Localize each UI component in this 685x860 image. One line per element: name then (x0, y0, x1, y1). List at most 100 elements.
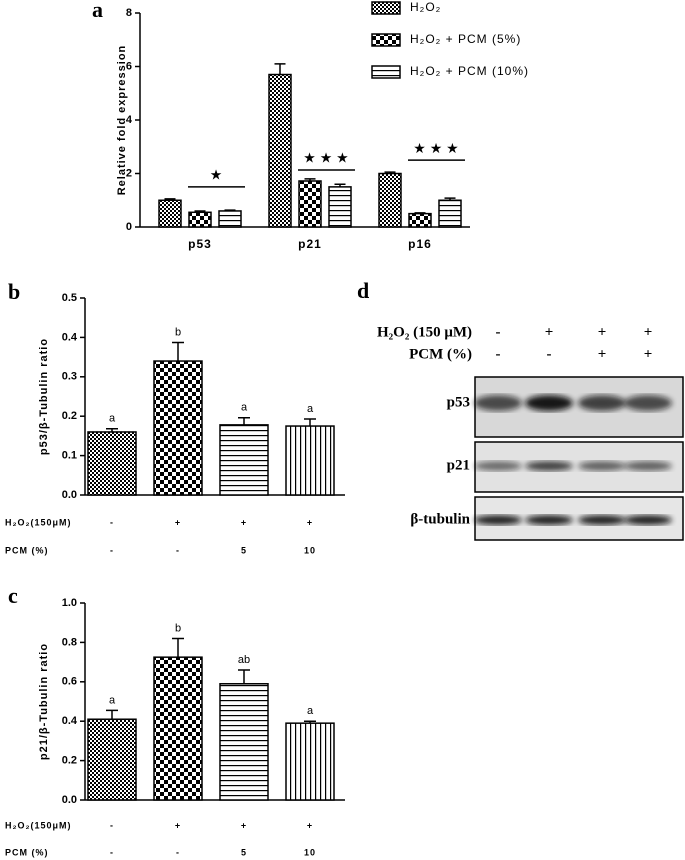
bar (285, 722, 335, 801)
y-axis-label: Relative fold expression (116, 45, 128, 196)
y-axis-label: p53/β-Tubulin ratio (38, 338, 50, 455)
x-table-cell: + (175, 820, 181, 830)
bar (438, 199, 462, 228)
blot-band (578, 461, 626, 471)
bar (153, 360, 203, 496)
error-bar (444, 197, 456, 201)
blot-band (624, 515, 672, 525)
bar (153, 656, 203, 801)
x-table-cell: + (241, 820, 247, 830)
blot-header-cell: + (598, 346, 607, 362)
error-bar (238, 669, 250, 684)
error-bar (224, 209, 236, 211)
x-table-cell: 10 (304, 847, 316, 857)
x-table-cell: + (307, 517, 313, 527)
legend-label: H₂O₂ (410, 0, 441, 14)
blot-header-label: PCM (%) (409, 346, 472, 362)
significance: ★ ★ ★ (303, 150, 348, 166)
x-table-cell: + (175, 517, 181, 527)
legend-swatch (371, 1, 401, 15)
error-bar (106, 709, 118, 720)
bar (298, 180, 322, 228)
x-table-cell: + (307, 820, 313, 830)
blot-band (624, 461, 672, 471)
x-table-row-label: H₂O₂(150μM) (5, 820, 72, 830)
blot-band (474, 461, 522, 471)
y-tick-label: 0.4 (62, 331, 78, 343)
x-tick-label: p16 (408, 237, 432, 251)
blot-band-label: p21 (447, 457, 470, 473)
error-bar (334, 183, 346, 187)
x-table-cell: - (176, 847, 180, 857)
blot-header-cell: - (496, 324, 501, 340)
x-table-cell: 10 (304, 545, 316, 555)
significance: ★ (210, 167, 223, 183)
blot-header-cell: + (644, 324, 653, 340)
y-tick-label: 4 (126, 114, 133, 126)
y-tick-label: 0.2 (62, 755, 77, 767)
error-bar (384, 171, 396, 174)
x-table-cell: + (241, 517, 247, 527)
y-tick-label: 6 (126, 60, 132, 72)
error-bar (304, 720, 316, 724)
y-tick-label: 0.0 (62, 489, 77, 501)
blot-band (525, 515, 573, 525)
significance-letter: ab (238, 654, 250, 666)
x-table-cell: - (110, 545, 114, 555)
blot-header-cell: + (644, 346, 653, 362)
legend-label: H₂O₂ + PCM (5%) (410, 32, 521, 46)
error-bar (172, 341, 184, 362)
blot-band (525, 461, 573, 471)
error-bar (414, 212, 426, 214)
panel-label: a (92, 0, 103, 22)
y-tick-label: 0.1 (62, 450, 77, 462)
x-table-cell: 5 (241, 847, 247, 857)
x-table-cell: - (110, 847, 114, 857)
x-table-cell: - (110, 517, 114, 527)
y-tick-label: 0.8 (62, 636, 77, 648)
blot-band (578, 395, 626, 411)
y-tick-label: 0.2 (62, 410, 77, 422)
significance-letter: a (307, 403, 314, 415)
x-table-cell: - (110, 820, 114, 830)
significance-letter: a (241, 402, 248, 414)
blot-header-label: H₂O₂ (150 μM) (377, 324, 472, 340)
blot-header-cell: + (598, 324, 607, 340)
blot-band-label: β-tubulin (410, 511, 470, 527)
bar (87, 718, 137, 801)
blot-header-cell: - (496, 346, 501, 362)
bar (188, 211, 212, 228)
x-table-row-label: H₂O₂(150μM) (5, 517, 72, 527)
y-tick-label: 2 (126, 167, 132, 179)
significance-letter: b (175, 622, 181, 634)
bar (219, 424, 269, 496)
bar (408, 212, 432, 228)
error-bar (194, 210, 206, 213)
error-bar (304, 418, 316, 427)
panel-label: c (8, 583, 18, 608)
blot-band (474, 515, 522, 525)
y-tick-label: 1.0 (62, 597, 77, 609)
bar (268, 73, 292, 228)
blot-band (525, 395, 573, 411)
bar (285, 425, 335, 496)
significance-letter: b (175, 326, 181, 338)
legend-swatch (371, 33, 401, 47)
blot-band-label: p53 (447, 394, 470, 410)
y-axis-label: p21/β-Tubulin ratio (38, 643, 50, 760)
legend-label: H₂O₂ + PCM (10%) (410, 64, 529, 78)
error-bar (238, 417, 250, 425)
significance-letter: a (109, 413, 116, 425)
x-tick-label: p21 (298, 237, 322, 251)
significance-letter: a (307, 705, 314, 717)
y-tick-label: 0.0 (62, 794, 77, 806)
y-tick-label: 0.4 (62, 715, 78, 727)
panel-label: b (8, 279, 20, 304)
y-tick-label: 0.5 (62, 292, 77, 304)
x-table-row-label: PCM (%) (5, 847, 49, 857)
significance-letter: a (109, 694, 116, 706)
error-bar (164, 198, 176, 201)
error-bar (106, 428, 118, 432)
blot-band (578, 515, 626, 525)
